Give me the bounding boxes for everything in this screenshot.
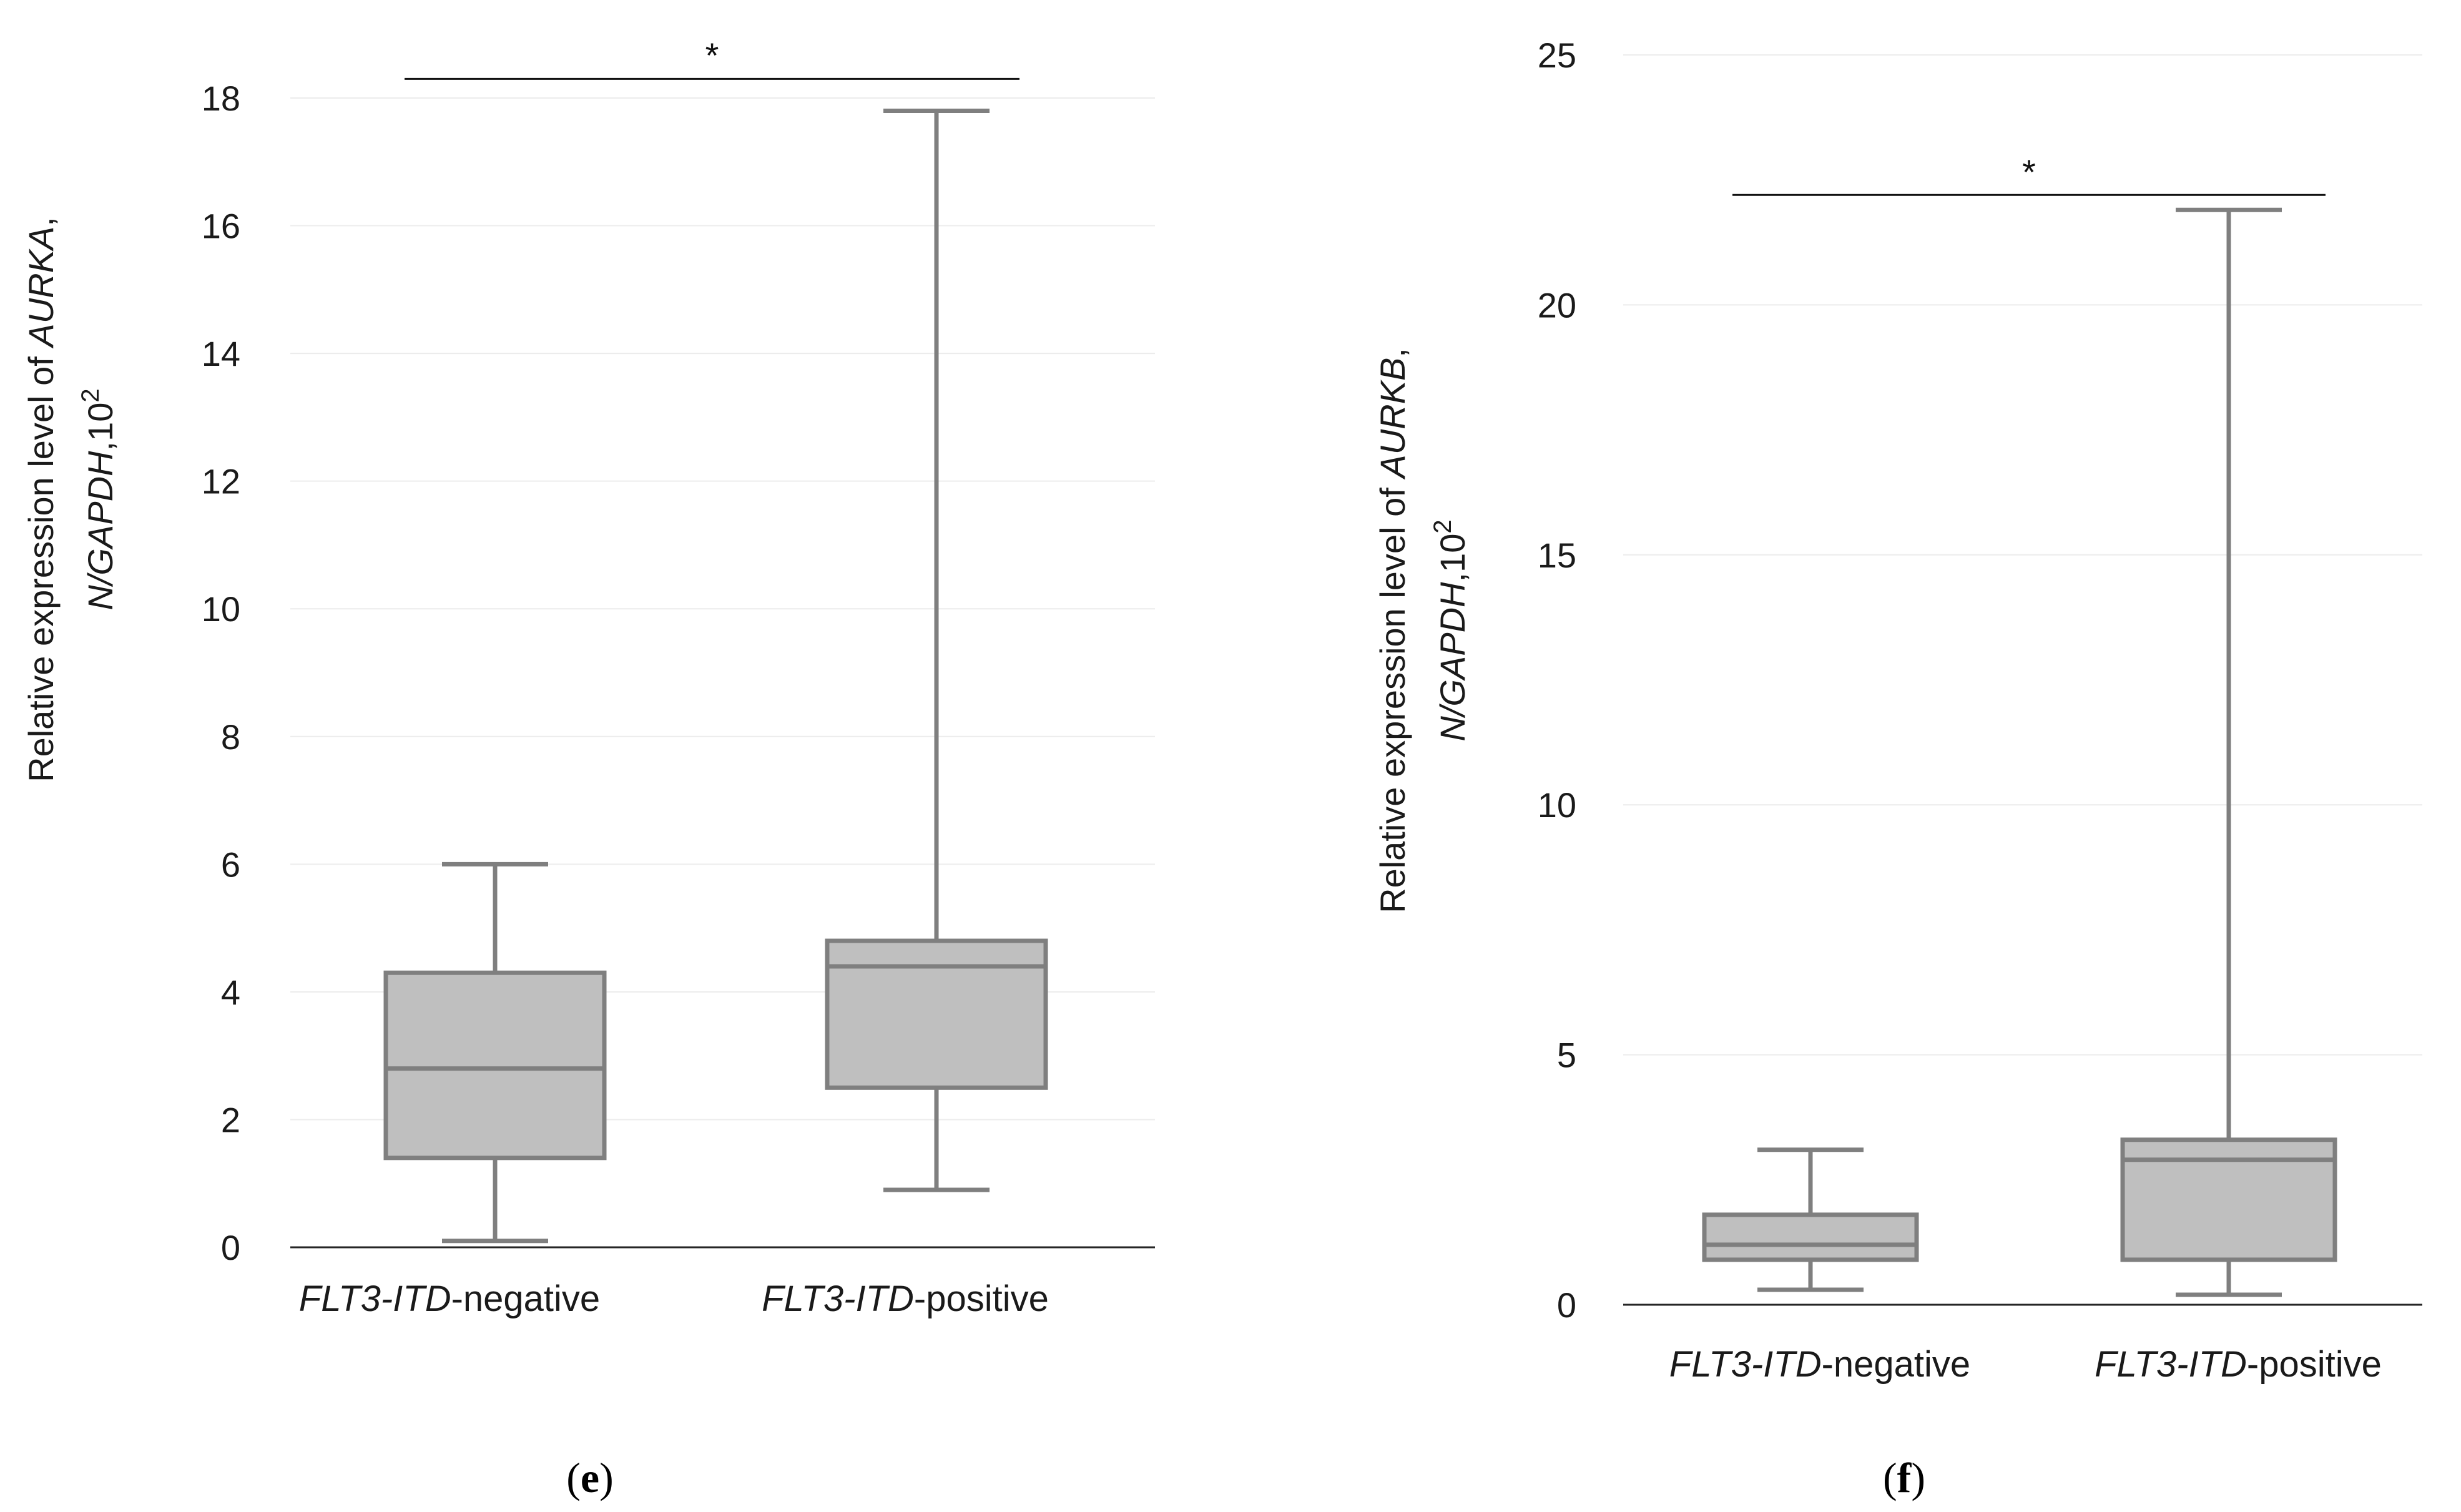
significance-star: * — [705, 36, 719, 75]
y-tick-label: 10 — [1538, 785, 1576, 825]
y-tick-label: 0 — [221, 1228, 240, 1267]
chart-e: 0 2 4 6 8 10 12 14 16 18 FLT3-ITD-negative FLT3-ITD… — [21, 36, 1155, 1501]
y-tick-label: 6 — [221, 845, 240, 884]
panel-label: (e) — [566, 1454, 614, 1501]
panel-label: (f) — [1883, 1454, 1925, 1501]
y-axis-title-line1: Relative expression level of AURKA, — [21, 217, 61, 782]
y-tick-label: 0 — [1557, 1285, 1576, 1325]
iqr-box — [383, 970, 607, 1161]
y-tick-label: 5 — [1557, 1036, 1576, 1075]
category-label: FLT3-ITD-positive — [2095, 1344, 2382, 1385]
y-tick-label: 10 — [202, 589, 240, 629]
category-label: FLT3-ITD-positive — [762, 1279, 1049, 1319]
y-axis-title-line1: Relative expression level of AURKB, — [1373, 348, 1412, 913]
y-tick-label: 20 — [1538, 285, 1576, 325]
y-tick-label: 8 — [221, 717, 240, 757]
iqr-box — [825, 938, 1048, 1090]
category-label: FLT3-ITD-negative — [1669, 1344, 1970, 1385]
y-tick-label: 2 — [221, 1100, 240, 1139]
y-tick-label: 12 — [202, 462, 240, 501]
y-tick-label: 15 — [1538, 536, 1576, 575]
y-tick-label: 16 — [202, 207, 240, 246]
iqr-box — [1702, 1212, 1919, 1262]
y-tick-label: 14 — [202, 334, 240, 373]
y-tick-label: 25 — [1538, 36, 1576, 75]
y-tick-label: 18 — [202, 79, 240, 118]
y-axis-title-line2: N/GAPDH,102 — [77, 388, 120, 610]
y-axis-title-line2: N/GAPDH,102 — [1429, 519, 1472, 741]
category-label: FLT3-ITD-negative — [299, 1279, 600, 1319]
significance-star: * — [2022, 152, 2036, 192]
chart-f: 0 5 10 15 20 25 FLT3-ITD-negative FLT3-ITD-posi… — [1373, 36, 2422, 1501]
y-tick-label: 4 — [221, 973, 240, 1012]
